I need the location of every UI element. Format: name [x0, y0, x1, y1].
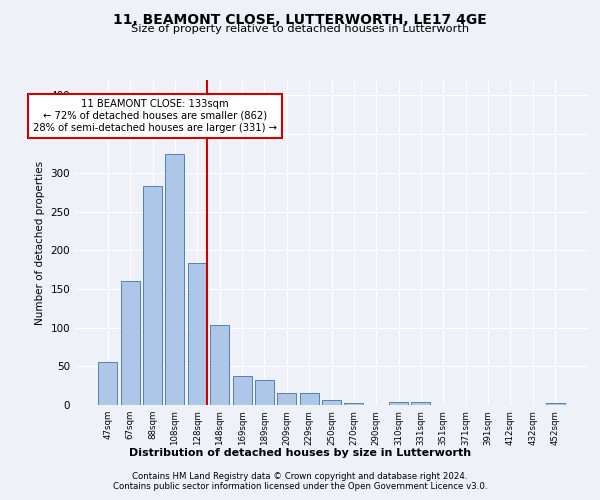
- Bar: [299, 394, 319, 405]
- Bar: [210, 326, 229, 405]
- Bar: [255, 380, 274, 405]
- Bar: [143, 186, 162, 405]
- Y-axis label: Number of detached properties: Number of detached properties: [35, 160, 45, 324]
- Text: 11, BEAMONT CLOSE, LUTTERWORTH, LE17 4GE: 11, BEAMONT CLOSE, LUTTERWORTH, LE17 4GE: [113, 12, 487, 26]
- Text: 11 BEAMONT CLOSE: 133sqm
← 72% of detached houses are smaller (862)
28% of semi-: 11 BEAMONT CLOSE: 133sqm ← 72% of detach…: [33, 100, 277, 132]
- Bar: [233, 376, 251, 405]
- Bar: [98, 362, 118, 405]
- Bar: [277, 394, 296, 405]
- Bar: [389, 402, 408, 405]
- Bar: [412, 402, 430, 405]
- Bar: [166, 154, 184, 405]
- Text: Size of property relative to detached houses in Lutterworth: Size of property relative to detached ho…: [131, 24, 469, 34]
- Text: Distribution of detached houses by size in Lutterworth: Distribution of detached houses by size …: [129, 448, 471, 458]
- Bar: [322, 400, 341, 405]
- Text: Contains public sector information licensed under the Open Government Licence v3: Contains public sector information licen…: [113, 482, 487, 491]
- Bar: [344, 402, 364, 405]
- Bar: [188, 262, 207, 405]
- Bar: [121, 281, 140, 405]
- Text: Contains HM Land Registry data © Crown copyright and database right 2024.: Contains HM Land Registry data © Crown c…: [132, 472, 468, 481]
- Bar: [545, 402, 565, 405]
